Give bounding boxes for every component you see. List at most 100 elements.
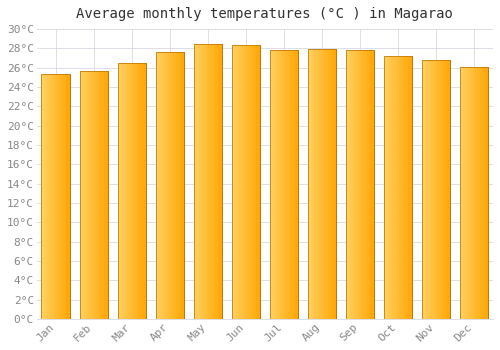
Bar — [348, 50, 350, 319]
Bar — [80, 71, 108, 319]
Bar — [287, 50, 288, 319]
Bar — [329, 49, 330, 319]
Bar — [434, 60, 436, 319]
Bar — [206, 43, 208, 319]
Bar — [372, 50, 373, 319]
Bar — [212, 43, 214, 319]
Bar — [352, 50, 353, 319]
Bar — [308, 49, 309, 319]
Bar — [67, 75, 68, 319]
Bar — [373, 50, 374, 319]
Bar — [198, 43, 200, 319]
Bar — [270, 50, 298, 319]
Bar — [385, 56, 386, 319]
Bar — [436, 60, 438, 319]
Bar — [118, 63, 146, 319]
Bar — [88, 71, 90, 319]
Bar — [449, 60, 450, 319]
Bar — [423, 60, 424, 319]
Bar — [395, 56, 396, 319]
Bar — [330, 49, 332, 319]
Bar — [334, 49, 335, 319]
Bar — [122, 63, 123, 319]
Bar — [347, 50, 348, 319]
Bar — [210, 43, 212, 319]
Bar — [118, 63, 119, 319]
Bar — [467, 67, 468, 319]
Bar — [172, 52, 174, 319]
Bar — [85, 71, 86, 319]
Bar — [54, 75, 56, 319]
Bar — [438, 60, 439, 319]
Bar — [446, 60, 448, 319]
Bar — [280, 50, 281, 319]
Bar — [460, 67, 488, 319]
Bar — [202, 43, 203, 319]
Bar — [252, 46, 253, 319]
Bar — [278, 50, 280, 319]
Bar — [62, 75, 63, 319]
Bar — [158, 52, 160, 319]
Bar — [166, 52, 167, 319]
Bar — [156, 52, 157, 319]
Bar — [284, 50, 286, 319]
Bar — [50, 75, 51, 319]
Bar — [216, 43, 218, 319]
Bar — [160, 52, 162, 319]
Bar — [404, 56, 405, 319]
Bar — [384, 56, 385, 319]
Bar — [44, 75, 46, 319]
Bar — [140, 63, 142, 319]
Bar — [354, 50, 356, 319]
Bar — [167, 52, 168, 319]
Bar — [129, 63, 130, 319]
Bar — [482, 67, 484, 319]
Bar — [250, 46, 252, 319]
Bar — [133, 63, 134, 319]
Bar — [123, 63, 124, 319]
Bar — [253, 46, 254, 319]
Bar — [428, 60, 429, 319]
Bar — [478, 67, 480, 319]
Bar — [136, 63, 138, 319]
Bar — [390, 56, 391, 319]
Bar — [100, 71, 101, 319]
Bar — [422, 60, 450, 319]
Bar — [156, 52, 184, 319]
Bar — [272, 50, 274, 319]
Bar — [350, 50, 352, 319]
Bar — [233, 46, 234, 319]
Bar — [466, 67, 467, 319]
Bar — [232, 46, 260, 319]
Bar — [470, 67, 471, 319]
Bar — [358, 50, 360, 319]
Bar — [240, 46, 242, 319]
Bar — [474, 67, 476, 319]
Bar — [81, 71, 82, 319]
Bar — [236, 46, 238, 319]
Bar — [398, 56, 400, 319]
Bar — [357, 50, 358, 319]
Bar — [312, 49, 314, 319]
Bar — [292, 50, 294, 319]
Bar — [281, 50, 282, 319]
Bar — [258, 46, 260, 319]
Bar — [132, 63, 133, 319]
Bar — [367, 50, 368, 319]
Bar — [402, 56, 404, 319]
Bar — [176, 52, 177, 319]
Bar — [82, 71, 84, 319]
Bar — [477, 67, 478, 319]
Bar — [430, 60, 432, 319]
Bar — [42, 75, 43, 319]
Bar — [294, 50, 296, 319]
Bar — [220, 43, 222, 319]
Bar — [168, 52, 170, 319]
Bar — [80, 71, 108, 319]
Bar — [139, 63, 140, 319]
Bar — [144, 63, 146, 319]
Bar — [322, 49, 324, 319]
Bar — [102, 71, 104, 319]
Bar — [356, 50, 357, 319]
Bar — [320, 49, 322, 319]
